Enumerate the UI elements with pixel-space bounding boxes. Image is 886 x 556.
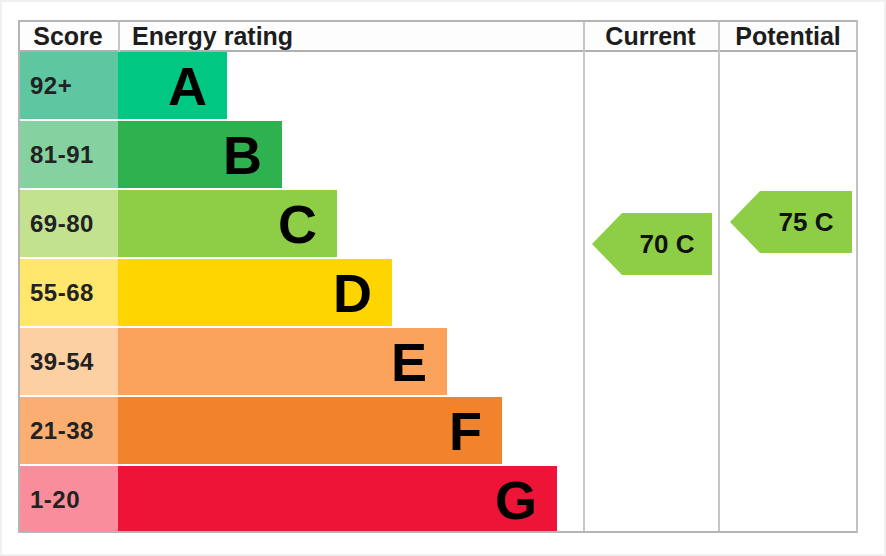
potential-rating-value: 75 C [779, 207, 834, 238]
table-header: Score Energy rating Current Potential [18, 20, 858, 52]
score-range-a: 92+ [18, 52, 118, 119]
score-range-c: 69-80 [18, 190, 118, 257]
band-letter-a: A [168, 59, 207, 113]
header-potential: Potential [718, 22, 858, 51]
band-bar-b: B [118, 121, 282, 188]
band-row-a: 92+ A [18, 52, 858, 119]
band-letter-b: B [223, 128, 262, 182]
arrow-left-point-icon [730, 191, 760, 253]
score-range-b: 81-91 [18, 121, 118, 188]
divider-score-rating [118, 20, 120, 52]
band-letter-e: E [391, 335, 427, 389]
band-letter-c: C [278, 197, 317, 251]
header-current: Current [583, 22, 718, 51]
band-bar-d: D [118, 259, 392, 326]
band-row-d: 55-68 D [18, 259, 858, 326]
current-arrow-body: 70 C [622, 213, 712, 275]
score-range-f: 21-38 [18, 397, 118, 464]
band-letter-g: G [495, 473, 537, 527]
potential-rating-arrow: 75 C [760, 191, 852, 253]
score-range-e: 39-54 [18, 328, 118, 395]
band-row-b: 81-91 B [18, 121, 858, 188]
arrow-left-point-icon [592, 213, 622, 275]
header-energy-rating: Energy rating [132, 22, 293, 51]
band-row-f: 21-38 F [18, 397, 858, 464]
band-row-g: 1-20 G [18, 466, 858, 533]
score-range-g: 1-20 [18, 466, 118, 533]
potential-arrow-body: 75 C [760, 191, 852, 253]
band-letter-d: D [333, 266, 372, 320]
band-bar-e: E [118, 328, 447, 395]
band-bar-a: A [118, 52, 227, 119]
band-bar-c: C [118, 190, 337, 257]
epc-table: Score Energy rating Current Potential 92… [18, 20, 858, 533]
current-rating-value: 70 C [640, 229, 695, 260]
divider-rating-current [583, 20, 585, 533]
band-row-e: 39-54 E [18, 328, 858, 395]
band-bar-g: G [118, 466, 557, 533]
score-range-d: 55-68 [18, 259, 118, 326]
band-letter-f: F [449, 404, 482, 458]
header-score: Score [18, 22, 118, 51]
band-bar-f: F [118, 397, 502, 464]
current-rating-arrow: 70 C [622, 213, 712, 275]
epc-energy-rating-chart: Score Energy rating Current Potential 92… [0, 0, 886, 556]
band-rows: 92+ A 81-91 B 69-80 C 55-68 D 39-54 E 21… [18, 52, 858, 535]
divider-current-potential [718, 20, 720, 533]
